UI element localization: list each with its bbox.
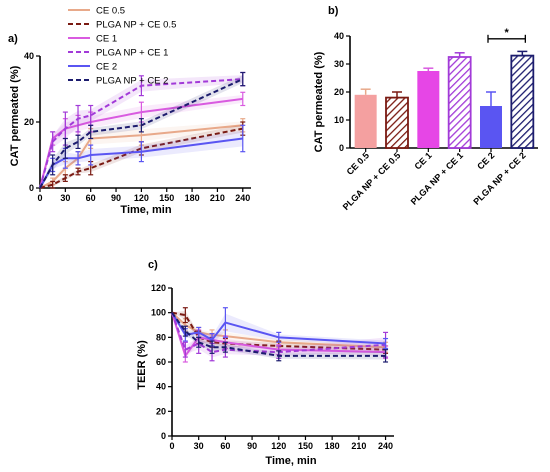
panel-c-x-tick-label: 150 <box>298 441 313 451</box>
panel-b-bar-ce-1 <box>417 71 440 148</box>
panel-c-x-tick-label: 240 <box>378 441 393 451</box>
panel-b-bar-ce-0-5 <box>354 94 377 148</box>
panel-a-x-tick-label: 90 <box>111 193 121 203</box>
panel-b-bar-chart: b) CAT permeated (%) 0 10 20 30 40 CE 0.5PLGA… <box>313 5 538 212</box>
panel-c-label: c) <box>148 259 158 271</box>
panel-a-x-tick-label: 120 <box>134 193 149 203</box>
panel-c-y-tick-label: 120 <box>151 283 166 293</box>
panel-b-bar-plga-np-ce-0-5 <box>385 96 409 149</box>
panel-c-x-tick-label: 180 <box>325 441 340 451</box>
panel-b-y-tick-label: 40 <box>334 31 344 41</box>
panel-a-series-plga-np-ce-2 <box>39 71 246 189</box>
panel-c-series-plga-np-ce-2 <box>171 312 389 363</box>
panel-c-x-tick-label: 90 <box>247 441 257 451</box>
panel-b-y-axis-title: CAT permeated (%) <box>313 51 325 152</box>
panel-b-bar-plga-np-ce-1 <box>447 56 472 149</box>
legend-label-plga-np-ce-2: PLGA NP + CE 2 <box>96 76 168 87</box>
panel-a-x-tick-label: 210 <box>210 193 225 203</box>
panel-a-legend: CE 0.5 PLGA NP + CE 0.5 CE 1 PLGA NP + CE 1… <box>68 6 176 87</box>
panel-b-x-tick-label: CE 1 <box>413 150 434 171</box>
panel-a-x-tick-label: 60 <box>86 193 96 203</box>
panel-a-line-chart: a) CAT permeated (%) Time, min 0 30 60 90 12… <box>8 6 251 216</box>
panel-b-x-tick-label: PLGA NP + CE 0.5 <box>341 150 403 212</box>
panel-b-y-tick-label: 0 <box>339 143 344 153</box>
panel-c-y-tick-label: 80 <box>156 332 166 342</box>
panel-c-x-tick-label: 0 <box>169 441 174 451</box>
panel-c-x-tick-label: 120 <box>271 441 286 451</box>
panel-b-x-tick-label: CE 2 <box>475 150 496 171</box>
legend-label-ce-2: CE 2 <box>96 62 117 73</box>
panel-b-y-tick-label: 10 <box>334 115 344 125</box>
panel-c-y-tick-label: 20 <box>156 406 166 416</box>
panel-c-line-chart: c) TEER (%) Time, min 0 30 60 90 120 150 180 21… <box>136 259 394 467</box>
panel-a-x-axis-title: Time, min <box>120 204 171 216</box>
panel-b-bar-plga-np-ce-2 <box>510 54 535 149</box>
panel-a-y-tick-label: 20 <box>24 117 34 127</box>
panel-a-x-tick-label: 240 <box>235 193 250 203</box>
panel-b-label: b) <box>328 5 339 17</box>
legend-label-plga-np-ce-1: PLGA NP + CE 1 <box>96 48 168 59</box>
panel-b-bar-ce-2 <box>480 106 502 148</box>
panel-a-y-tick-label: 40 <box>24 51 34 61</box>
panel-a-x-tick-label: 0 <box>37 193 42 203</box>
panel-c-x-tick-label: 30 <box>194 441 204 451</box>
panel-a-series-band <box>40 75 243 188</box>
panel-a-label: a) <box>8 33 18 45</box>
panel-a-x-tick-label: 180 <box>185 193 200 203</box>
panel-b-y-tick-label: 30 <box>334 59 344 69</box>
panel-c-series-band <box>172 312 386 360</box>
panel-c-x-tick-label: 210 <box>351 441 366 451</box>
legend-label-plga-np-ce-0-5: PLGA NP + CE 0.5 <box>96 20 176 31</box>
panel-c-x-axis-title: Time, min <box>265 455 316 467</box>
panel-b-y-tick-label: 20 <box>334 87 344 97</box>
panel-b-x-tick-label: CE 0.5 <box>345 150 372 177</box>
panel-a-x-tick-label: 150 <box>159 193 174 203</box>
panel-a-y-axis-title: CAT permeated (%) <box>9 65 21 166</box>
legend-label-ce-1: CE 1 <box>96 34 117 45</box>
panel-c-y-axis-title: TEER (%) <box>136 340 148 390</box>
panel-a-y-tick-label: 0 <box>29 183 34 193</box>
panel-c-y-tick-label: 60 <box>156 357 166 367</box>
panel-c-y-tick-label: 100 <box>151 308 166 318</box>
panel-c-y-tick-label: 40 <box>156 382 166 392</box>
panel-a-x-tick-label: 30 <box>60 193 70 203</box>
panel-c-y-tick-label: 0 <box>161 431 166 441</box>
panel-c-x-tick-label: 60 <box>220 441 230 451</box>
panel-b-significance-label: * <box>505 27 510 39</box>
legend-label-ce-0-5: CE 0.5 <box>96 6 125 17</box>
